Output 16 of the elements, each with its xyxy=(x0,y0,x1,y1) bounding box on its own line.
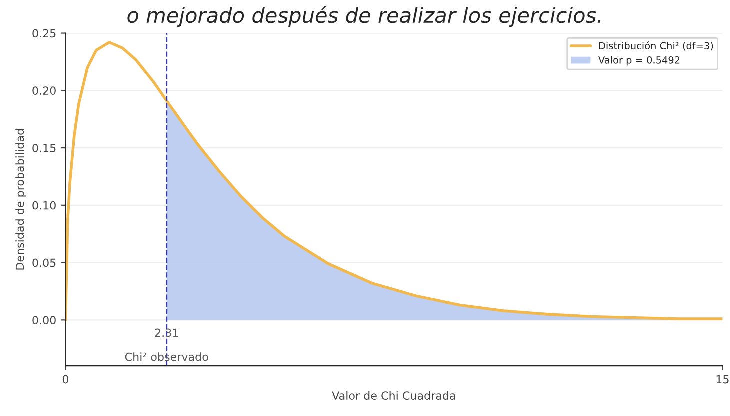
x-axis-title: Valor de Chi Cuadrada xyxy=(332,391,456,400)
y-tick-label: 0.00 xyxy=(32,316,56,325)
annotation: Chi² observado xyxy=(125,352,208,362)
legend-label: Valor p = 0.5492 xyxy=(598,56,680,66)
y-tick-label: 0.25 xyxy=(32,29,56,38)
x-tick-label: 15 xyxy=(716,375,729,384)
chart-title: o mejorado después de realizar los ejercicios. xyxy=(128,6,600,28)
y-tick-label: 0.10 xyxy=(32,201,56,210)
y-tick-label: 0.05 xyxy=(32,258,56,268)
y-axis-title: Densidad de probabilidad xyxy=(16,129,26,270)
x-tick-label: 0 xyxy=(62,375,68,384)
y-tick-label: 0.20 xyxy=(32,86,56,96)
annotation: 2.31 xyxy=(155,328,178,338)
legend-label: Distribución Chi² (df=3) xyxy=(599,42,714,51)
line-series xyxy=(66,41,723,322)
y-tick-label: 0.15 xyxy=(32,144,56,152)
